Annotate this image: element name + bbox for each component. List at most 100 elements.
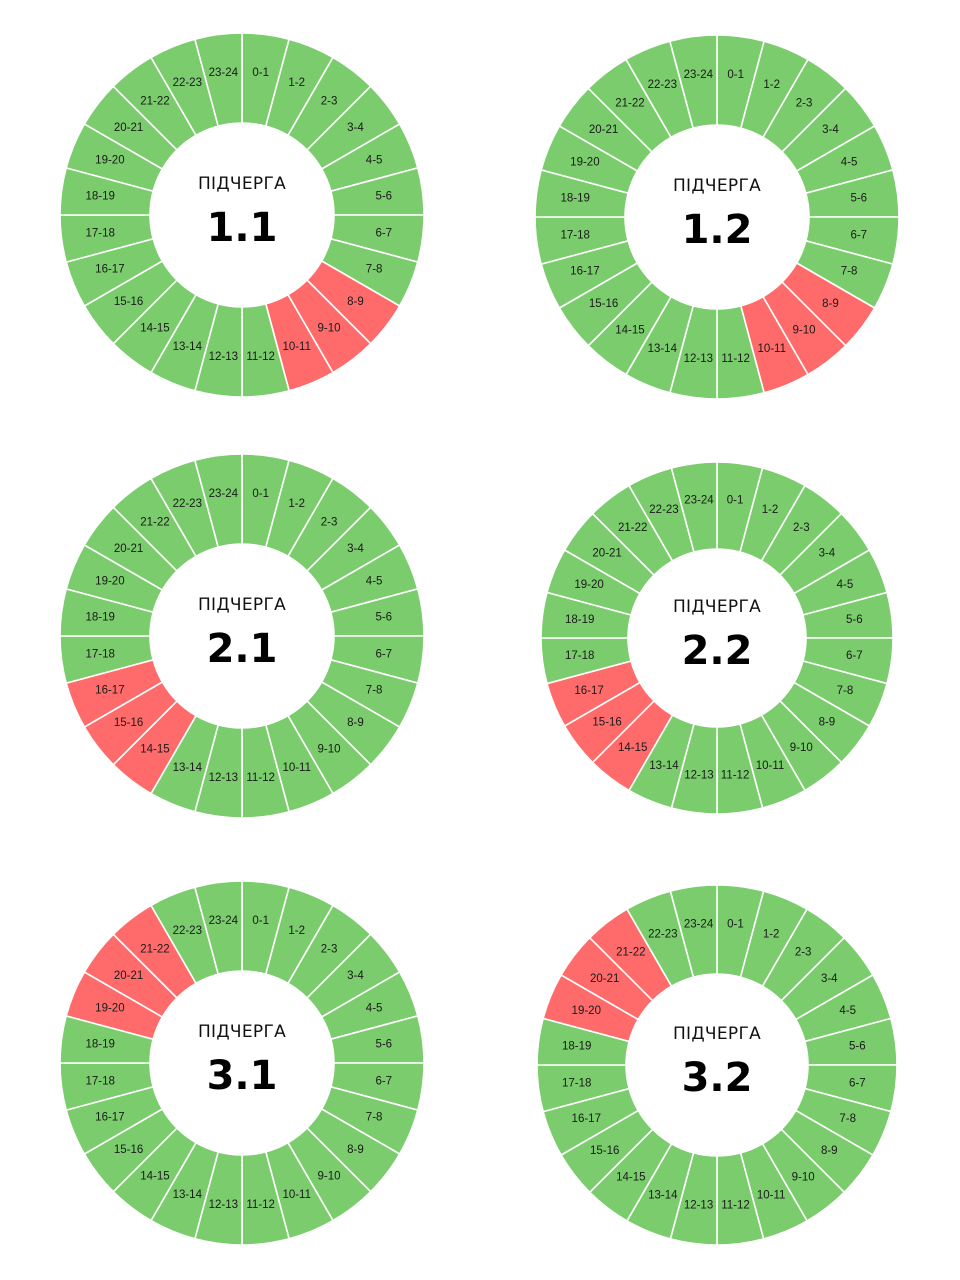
segment-label-19-20: 19-20 <box>574 579 603 591</box>
center-value: 1.1 <box>207 205 278 251</box>
segment-label-22-23: 22-23 <box>648 928 677 940</box>
segment-label-1-2: 1-2 <box>288 925 305 937</box>
donut-chart-1-1: 0-1 1-2 2-3 3-4 4-5 5-6 6-7 7-8 8-9 9-10 10-11 11-1… <box>59 32 425 398</box>
segment-23-24-on <box>670 461 718 554</box>
center-label: ПІДЧЕРГА <box>673 176 761 196</box>
segment-label-12-13: 12-13 <box>209 772 238 784</box>
segment-label-17-18: 17-18 <box>561 230 590 242</box>
segment-label-10-11: 10-11 <box>282 341 311 353</box>
segment-label-20-21: 20-21 <box>114 122 143 134</box>
segment-label-10-11: 10-11 <box>282 1189 311 1201</box>
segment-label-20-21: 20-21 <box>114 543 143 555</box>
segment-label-16-17: 16-17 <box>572 1113 601 1125</box>
segment-label-13-14: 13-14 <box>173 762 203 774</box>
segment-label-13-14: 13-14 <box>649 760 679 772</box>
segment-label-22-23: 22-23 <box>648 79 677 91</box>
center-label: ПІДЧЕРГА <box>673 1024 761 1044</box>
segment-label-14-15: 14-15 <box>616 1171 645 1183</box>
segment-label-15-16: 15-16 <box>114 717 143 729</box>
segment-label-16-17: 16-17 <box>570 266 599 278</box>
segment-label-5-6: 5-6 <box>850 192 867 204</box>
segment-label-2-3: 2-3 <box>321 96 338 108</box>
segment-label-0-1: 0-1 <box>252 915 269 927</box>
segment-label-15-16: 15-16 <box>589 298 618 310</box>
segment-label-21-22: 21-22 <box>618 522 647 534</box>
segment-label-10-11: 10-11 <box>757 1190 786 1202</box>
center-label: ПІДЧЕРГА <box>198 1022 286 1042</box>
segment-label-9-10: 9-10 <box>793 324 816 336</box>
segment-label-4-5: 4-5 <box>839 1005 856 1017</box>
segment-label-23-24: 23-24 <box>209 488 239 500</box>
segment-label-6-7: 6-7 <box>850 230 867 242</box>
segment-label-20-21: 20-21 <box>114 970 143 982</box>
segment-label-12-13: 12-13 <box>684 353 713 365</box>
segment-label-23-24: 23-24 <box>209 915 239 927</box>
center-value: 3.1 <box>207 1053 278 1099</box>
segment-label-13-14: 13-14 <box>173 1189 203 1201</box>
segment-label-19-20: 19-20 <box>95 1002 124 1014</box>
segment-label-7-8: 7-8 <box>841 266 858 278</box>
segment-label-17-18: 17-18 <box>86 1076 115 1088</box>
segment-label-1-2: 1-2 <box>288 498 305 510</box>
segment-label-12-13: 12-13 <box>209 351 238 363</box>
segment-label-15-16: 15-16 <box>114 1144 143 1156</box>
segment-label-8-9: 8-9 <box>819 716 836 728</box>
segment-label-11-12: 11-12 <box>721 1199 750 1211</box>
segment-label-13-14: 13-14 <box>648 343 678 355</box>
segment-label-21-22: 21-22 <box>140 96 169 108</box>
segment-label-8-9: 8-9 <box>822 298 839 310</box>
segment-label-7-8: 7-8 <box>366 685 383 697</box>
segment-label-2-3: 2-3 <box>796 98 813 110</box>
segment-23-24-on <box>193 880 243 976</box>
donut-center <box>151 545 333 727</box>
segment-label-6-7: 6-7 <box>846 650 863 662</box>
segment-label-21-22: 21-22 <box>140 944 169 956</box>
segment-label-23-24: 23-24 <box>684 69 714 81</box>
segment-label-11-12: 11-12 <box>246 772 275 784</box>
segment-label-14-15: 14-15 <box>140 743 169 755</box>
segment-label-2-3: 2-3 <box>793 522 810 534</box>
segment-label-18-19: 18-19 <box>565 614 594 626</box>
segment-label-15-16: 15-16 <box>592 716 621 728</box>
segment-label-13-14: 13-14 <box>648 1190 678 1202</box>
segment-label-4-5: 4-5 <box>841 156 858 168</box>
segment-label-17-18: 17-18 <box>565 650 594 662</box>
segment-label-11-12: 11-12 <box>246 1199 275 1211</box>
segment-label-6-7: 6-7 <box>375 228 392 240</box>
segment-label-0-1: 0-1 <box>727 495 744 507</box>
segment-label-16-17: 16-17 <box>95 1112 124 1124</box>
segment-label-22-23: 22-23 <box>173 925 202 937</box>
segment-label-18-19: 18-19 <box>562 1041 591 1053</box>
segment-label-0-1: 0-1 <box>727 919 744 931</box>
segment-label-3-4: 3-4 <box>822 124 839 136</box>
segment-label-11-12: 11-12 <box>246 351 275 363</box>
center-value: 3.2 <box>682 1055 753 1101</box>
segment-label-19-20: 19-20 <box>95 575 124 587</box>
segment-label-8-9: 8-9 <box>347 1144 364 1156</box>
segment-label-18-19: 18-19 <box>86 611 115 623</box>
segment-label-10-11: 10-11 <box>756 760 785 772</box>
segment-label-23-24: 23-24 <box>209 67 239 79</box>
segment-label-9-10: 9-10 <box>318 743 341 755</box>
donut-center <box>151 972 333 1154</box>
segment-label-4-5: 4-5 <box>366 575 383 587</box>
center-value: 1.2 <box>682 207 753 253</box>
segment-label-14-15: 14-15 <box>140 322 169 334</box>
center-label: ПІДЧЕРГА <box>198 174 286 194</box>
segment-label-20-21: 20-21 <box>589 124 618 136</box>
segment-label-17-18: 17-18 <box>86 228 115 240</box>
segment-label-18-19: 18-19 <box>86 1038 115 1050</box>
segment-label-6-7: 6-7 <box>849 1077 866 1089</box>
donut-center <box>151 124 333 306</box>
segment-label-7-8: 7-8 <box>839 1113 856 1125</box>
segment-label-16-17: 16-17 <box>95 685 124 697</box>
segment-label-6-7: 6-7 <box>375 1076 392 1088</box>
segment-label-11-12: 11-12 <box>721 769 750 781</box>
segment-label-7-8: 7-8 <box>366 1112 383 1124</box>
segment-label-16-17: 16-17 <box>574 685 603 697</box>
segment-label-8-9: 8-9 <box>821 1145 838 1157</box>
segment-label-21-22: 21-22 <box>616 947 645 959</box>
segment-label-19-20: 19-20 <box>95 154 124 166</box>
segment-label-2-3: 2-3 <box>321 517 338 529</box>
segment-label-20-21: 20-21 <box>590 973 619 985</box>
